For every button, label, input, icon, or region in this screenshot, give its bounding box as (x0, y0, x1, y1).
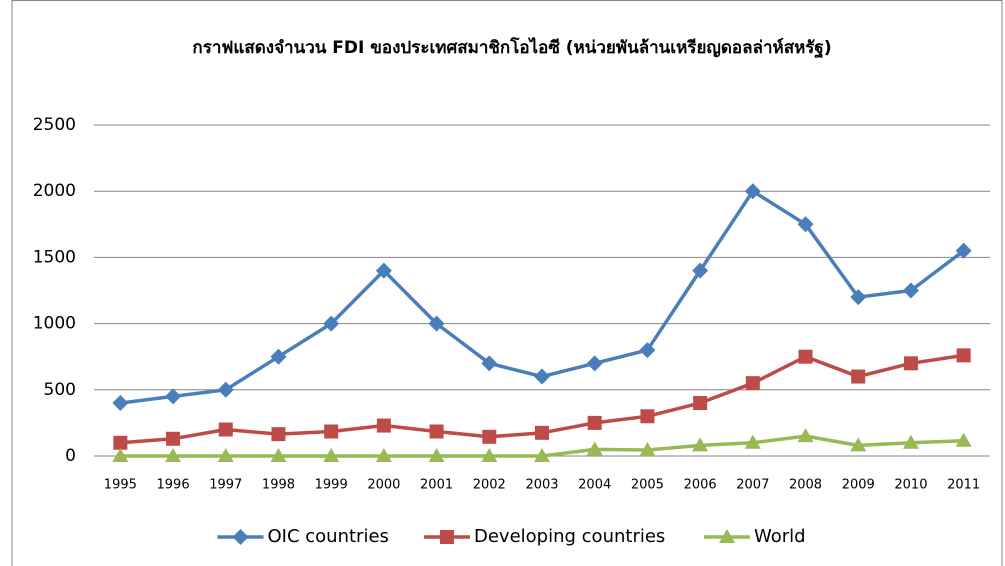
data-point (956, 348, 971, 363)
x-tick-label: 1998 (262, 478, 295, 493)
data-point (955, 432, 972, 447)
data-point (902, 434, 919, 449)
data-point (851, 369, 866, 384)
data-point (112, 448, 129, 462)
data-point (428, 315, 445, 332)
chart-title: กราฟแสดงจำนวน FDI ของประเทศสมาชิกโอไอซี … (192, 37, 831, 59)
y-tick-label: 2500 (33, 115, 76, 135)
data-point (324, 424, 339, 439)
legend-marker (440, 530, 454, 544)
data-point (640, 409, 655, 424)
data-point (218, 422, 233, 437)
legend-label: World (754, 526, 806, 547)
data-point (902, 282, 919, 299)
data-point (586, 441, 603, 456)
data-point (692, 437, 709, 452)
data-point (693, 396, 708, 411)
data-point (481, 448, 498, 462)
x-tick-label: 1996 (157, 478, 190, 493)
data-point (429, 424, 444, 439)
data-point (165, 448, 182, 462)
data-point (798, 349, 813, 364)
data-point (375, 262, 392, 279)
x-tick-label: 2006 (684, 478, 717, 493)
x-tick-label: 2011 (947, 478, 980, 493)
data-point (270, 448, 287, 462)
data-point (587, 415, 602, 430)
data-point (639, 442, 656, 457)
data-point (482, 429, 497, 444)
data-point (428, 448, 445, 462)
data-point (535, 425, 549, 440)
x-tick-label: 1999 (315, 478, 348, 493)
data-point (745, 376, 760, 391)
x-tick-label: 2005 (631, 478, 664, 493)
y-tick-label: 500 (44, 380, 76, 400)
data-point (534, 368, 550, 385)
data-point (850, 289, 867, 306)
y-tick-label: 1000 (33, 314, 76, 334)
legend-label: Developing countries (474, 526, 665, 547)
data-point (323, 315, 340, 332)
data-point (217, 448, 234, 462)
data-point (955, 242, 972, 259)
data-point (639, 342, 656, 359)
chart-frame (11, 0, 1003, 566)
data-point (271, 427, 286, 442)
legend-marker (719, 529, 735, 543)
data-point (903, 356, 918, 371)
y-tick-label: 2000 (33, 181, 76, 201)
x-tick-label: 2009 (842, 478, 875, 493)
data-point (376, 418, 391, 433)
x-tick-label: 2000 (367, 478, 400, 493)
data-point (113, 435, 128, 450)
data-point (586, 355, 603, 372)
x-tick-label: 2008 (789, 478, 822, 493)
data-point (534, 448, 550, 462)
data-point (166, 431, 181, 446)
x-tick-label: 2004 (578, 478, 611, 493)
data-point (323, 448, 340, 462)
data-point (744, 434, 761, 449)
y-tick-label: 0 (65, 446, 76, 466)
data-point (692, 262, 709, 279)
legend-marker (232, 529, 249, 545)
x-tick-label: 1997 (209, 478, 242, 493)
x-tick-label: 2003 (525, 478, 558, 493)
x-tick-label: 2010 (894, 478, 927, 493)
y-tick-label: 1500 (33, 247, 76, 267)
data-point (481, 355, 498, 372)
data-point (165, 388, 182, 405)
x-tick-label: 2001 (420, 478, 453, 493)
data-point (797, 216, 814, 233)
data-point (217, 381, 234, 398)
data-point (375, 448, 392, 462)
x-tick-label: 2007 (736, 478, 769, 493)
x-tick-label: 2002 (473, 478, 506, 493)
x-tick-label: 1995 (104, 478, 137, 493)
data-point (270, 348, 287, 365)
data-point (797, 428, 814, 443)
data-point (850, 437, 867, 452)
legend-label: OIC countries (268, 526, 389, 547)
data-point (744, 183, 761, 200)
data-point (112, 395, 129, 412)
